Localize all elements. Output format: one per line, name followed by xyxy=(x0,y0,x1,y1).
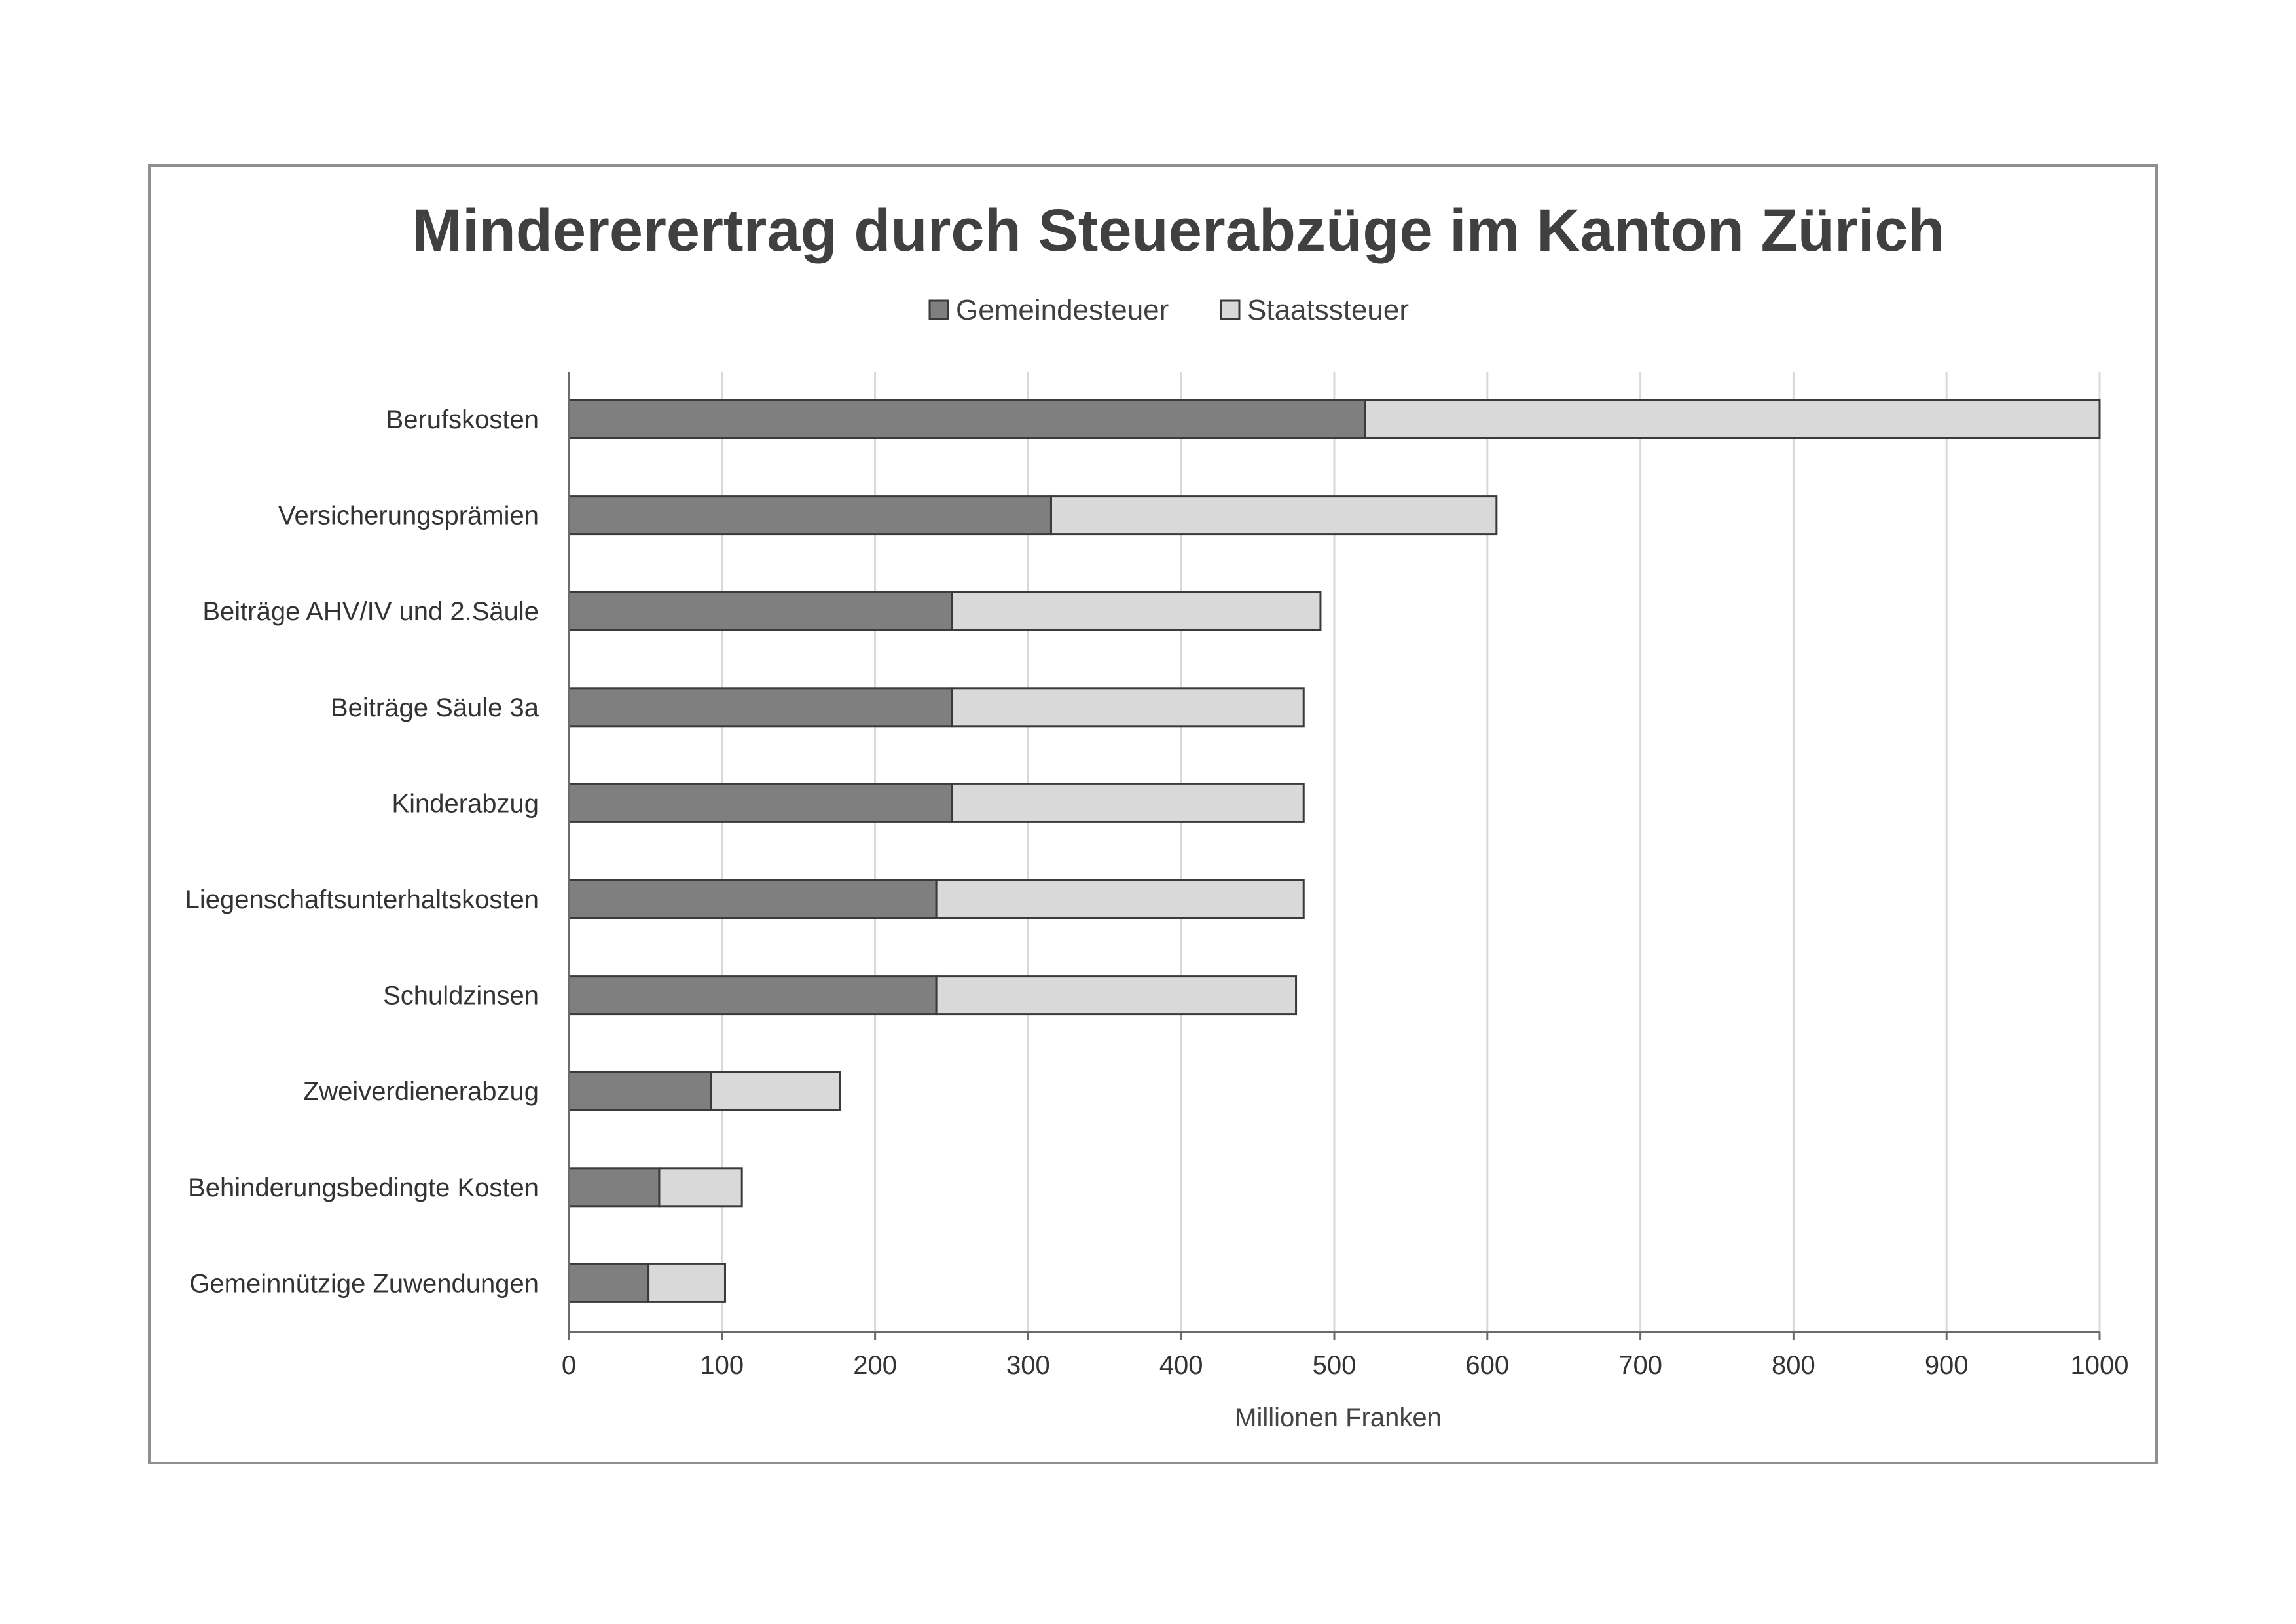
x-tick-label: 100 xyxy=(700,1351,744,1380)
bar-staatssteuer-7 xyxy=(710,1071,841,1111)
category-labels: Berufskosten Versicherungsprämien Beiträge… xyxy=(185,405,539,1298)
x-tick-label: 1000 xyxy=(2071,1351,2129,1380)
bar-gemeindesteuer-9 xyxy=(568,1263,650,1303)
x-tick-label: 200 xyxy=(853,1351,897,1380)
x-tick-label: 900 xyxy=(1925,1351,1969,1380)
bar-staatssteuer-1 xyxy=(1049,495,1498,536)
legend-swatch-staatssteuer xyxy=(1220,299,1241,320)
category-label: Liegenschaftsunterhaltskosten xyxy=(185,885,539,914)
bar-gemeindesteuer-6 xyxy=(568,975,938,1016)
bar-staatssteuer-4 xyxy=(951,783,1305,823)
legend: Gemeindesteuer Staatssteuer xyxy=(928,294,1409,326)
category-label: Berufskosten xyxy=(386,405,539,434)
bar-staatssteuer-2 xyxy=(951,591,1322,631)
category-label: Beiträge Säule 3a xyxy=(331,693,539,722)
legend-label-gemeindesteuer: Gemeindesteuer xyxy=(956,294,1169,326)
axes xyxy=(568,372,2101,1340)
bar-staatssteuer-6 xyxy=(935,975,1298,1016)
bar-staatssteuer-8 xyxy=(658,1167,743,1208)
legend-label-staatssteuer: Staatssteuer xyxy=(1247,294,1409,326)
bar-gemeindesteuer-4 xyxy=(568,783,953,823)
category-label: Schuldzinsen xyxy=(383,982,539,1010)
category-label: Zweiverdienerabzug xyxy=(303,1077,539,1106)
bar-gemeindesteuer-7 xyxy=(568,1071,712,1111)
bar-gemeindesteuer-1 xyxy=(568,495,1052,536)
bar-gemeindesteuer-5 xyxy=(568,879,938,919)
x-tick-labels: 0 100 200 300 400 500 600 700 800 900 1000 xyxy=(562,1351,2129,1380)
x-tick-label: 700 xyxy=(1618,1351,1662,1380)
bar-gemeindesteuer-3 xyxy=(568,687,953,728)
x-tick-label: 500 xyxy=(1313,1351,1357,1380)
category-label: Versicherungsprämien xyxy=(278,502,539,530)
category-label: Behinderungsbedingte Kosten xyxy=(188,1173,539,1202)
x-tick-label: 0 xyxy=(562,1351,576,1380)
bar-gemeindesteuer-0 xyxy=(568,399,1366,439)
x-tick-label: 600 xyxy=(1465,1351,1509,1380)
bar-staatssteuer-5 xyxy=(935,879,1305,919)
bar-gemeindesteuer-2 xyxy=(568,591,953,631)
chart-title: Mindererertrag durch Steuerabzüge im Kan… xyxy=(412,197,1944,264)
bar-gemeindesteuer-8 xyxy=(568,1167,661,1208)
x-tick-label: 300 xyxy=(1006,1351,1050,1380)
bar-staatssteuer-9 xyxy=(647,1263,726,1303)
category-label: Beiträge AHV/IV und 2.Säule xyxy=(202,597,539,626)
bars xyxy=(568,399,2101,1303)
category-label: Kinderabzug xyxy=(392,789,539,818)
bar-staatssteuer-0 xyxy=(1364,399,2101,439)
x-axis-title: Millionen Franken xyxy=(1235,1403,1442,1432)
bar-staatssteuer-3 xyxy=(951,687,1305,728)
x-tick-label: 800 xyxy=(1772,1351,1815,1380)
legend-swatch-gemeindesteuer xyxy=(928,299,949,320)
category-label: Gemeinnützige Zuwendungen xyxy=(189,1269,539,1298)
x-tick-label: 400 xyxy=(1159,1351,1203,1380)
